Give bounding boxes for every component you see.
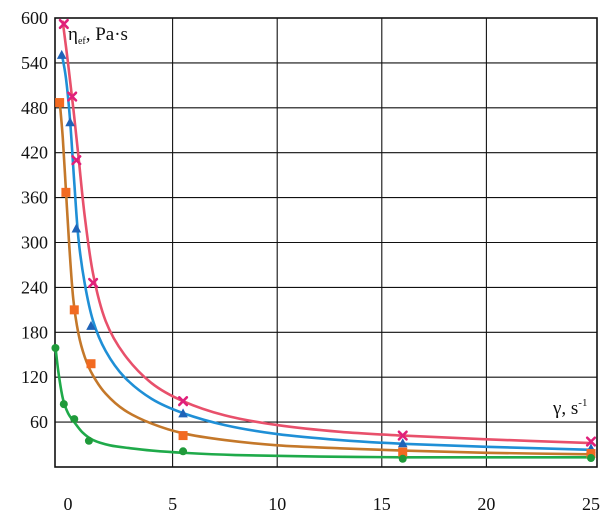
x-tick-label: 20 <box>477 494 495 514</box>
y-tick-label: 540 <box>21 53 48 73</box>
data-point-triangle <box>178 408 188 418</box>
data-point-triangle <box>65 117 75 127</box>
data-point-square <box>86 359 96 369</box>
y-tick-label: 180 <box>21 322 48 342</box>
data-point-x <box>585 436 597 447</box>
data-point-square <box>178 431 188 441</box>
y-tick-label: 600 <box>21 8 48 28</box>
data-point-x <box>71 155 82 166</box>
data-point-square <box>69 305 79 315</box>
y-tick-label: 120 <box>21 367 48 387</box>
data-point-square <box>398 447 408 457</box>
y-tick-label: 300 <box>21 233 48 253</box>
data-point-triangle <box>86 320 96 330</box>
data-point-square <box>586 449 596 459</box>
data-point-triangle <box>71 223 82 233</box>
data-point-x <box>88 277 99 289</box>
data-point-square <box>61 187 71 197</box>
data-point-square <box>55 98 65 108</box>
data-point-x <box>397 430 408 441</box>
x-tick-label: 0 <box>64 494 73 514</box>
x-tick-label: 5 <box>168 494 177 514</box>
data-point-triangle <box>56 49 67 59</box>
data-point-circle <box>51 344 60 353</box>
data-point-circle <box>179 447 188 456</box>
y-tick-label: 240 <box>21 277 48 297</box>
series-curve-triangle <box>60 52 593 452</box>
y-tick-label: 480 <box>21 98 48 118</box>
data-point-triangle <box>397 438 408 448</box>
y-tick-label: 360 <box>21 188 48 208</box>
x-axis-title: γ, s-1 <box>552 397 587 419</box>
series-curve-x <box>61 20 593 445</box>
y-tick-label: 60 <box>30 412 48 432</box>
data-point-circle <box>587 454 595 463</box>
data-point-x <box>67 91 78 102</box>
data-point-x <box>177 396 189 407</box>
data-point-x <box>58 18 69 30</box>
fit-curves <box>54 20 593 459</box>
y-axis-title: ηef, Pa·s <box>68 24 128 47</box>
grid-lines <box>54 17 598 468</box>
data-point-circle <box>59 400 68 409</box>
x-tick-label: 15 <box>373 494 391 514</box>
data-markers <box>51 18 597 463</box>
data-point-circle <box>398 454 407 463</box>
data-point-circle <box>84 436 93 445</box>
series-curve-circle <box>54 345 593 459</box>
series-curve-square <box>58 99 593 456</box>
tick-labels: 60 120 180 240 300 360 420 480 540 600 0 5 10 15 20 25 <box>21 8 600 514</box>
data-point-circle <box>70 415 79 424</box>
x-tick-label: 10 <box>268 494 286 514</box>
x-tick-label: 25 <box>582 494 600 514</box>
y-tick-label: 420 <box>21 143 48 163</box>
